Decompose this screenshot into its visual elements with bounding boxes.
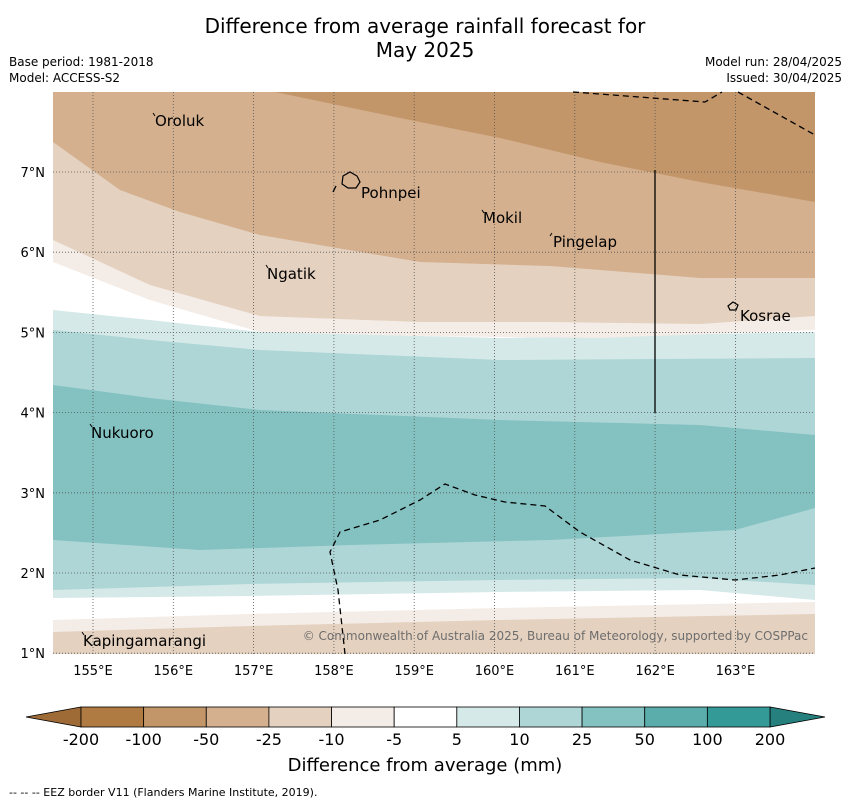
lon-tick-label: 159°E [394, 664, 434, 679]
place-pingelap: Pingelap [553, 233, 617, 251]
colorbar-segment [519, 706, 583, 728]
colorbar-segment [268, 706, 332, 728]
place-kosrae: Kosrae [740, 307, 791, 325]
place-nukuoro: Nukuoro [91, 424, 154, 442]
base-period: Base period: 1981-2018 [9, 55, 154, 69]
colorbar-tick: 50 [635, 730, 655, 749]
lat-tick-label: 7°N [21, 166, 46, 181]
map-title-line1: Difference from average rainfall forecas… [204, 14, 646, 38]
eez-border-north [572, 91, 816, 136]
place-mokil: Mokil [483, 209, 522, 227]
eez-footnote: -- -- -- EEZ border V11 (Flanders Marine… [9, 786, 318, 799]
meta-left: Base period: 1981-2018 Model: ACCESS-S2 [9, 54, 154, 86]
model-run: Model run: 28/04/2025 [704, 55, 842, 69]
colorbar-tick: -100 [125, 730, 161, 749]
lon-tick-label: 162°E [635, 664, 675, 679]
lon-tick-label: 161°E [555, 664, 595, 679]
band-south-minus10 [53, 614, 815, 654]
band-25-50 [53, 385, 815, 550]
lon-tick-label: 156°E [154, 664, 194, 679]
colorbar-tick: 25 [572, 730, 592, 749]
colorbar-tick: -50 [193, 730, 219, 749]
meta-right: Model run: 28/04/2025 Issued: 30/04/2025 [705, 54, 842, 86]
colorbar-segment [706, 706, 771, 728]
colorbar-segment [644, 706, 708, 728]
mokil-marker [481, 209, 485, 214]
place-markers [81, 112, 553, 636]
copyright-notice: © Commonwealth of Australia 2025, Bureau… [303, 629, 808, 643]
colorbar-arrow-left [25, 706, 82, 728]
lon-tick-label: 158°E [314, 664, 354, 679]
map-title-line2: May 2025 [375, 38, 475, 62]
kapingamarangi-marker [81, 631, 85, 636]
nukuoro-marker [89, 423, 93, 428]
rainfall-bands [53, 92, 815, 654]
place-pohnpei: Pohnpei [361, 184, 421, 202]
lat-tick-label: 5°N [21, 326, 46, 341]
colorbar-tick: -10 [318, 730, 344, 749]
colorbar-tick: 100 [692, 730, 723, 749]
model-name: Model: ACCESS-S2 [9, 71, 121, 85]
place-ngatik: Ngatik [267, 265, 316, 283]
colorbar-tick: -5 [386, 730, 402, 749]
colorbar-tick: 200 [755, 730, 786, 749]
place-kapingamarangi: Kapingamarangi [83, 632, 206, 650]
colorbar-segment [205, 706, 270, 728]
colorbar-segment [581, 706, 646, 728]
lon-tick-label: 163°E [716, 664, 756, 679]
colorbar-tick: -200 [63, 730, 99, 749]
pohnpei-island-shape [341, 171, 361, 189]
lon-tick-label: 155°E [73, 664, 113, 679]
colorbar-segment [456, 706, 520, 728]
latitude-labels: 7°N 6°N 5°N 4°N 3°N 2°N 1°N [21, 166, 46, 662]
oroluk-marker [152, 112, 156, 117]
pingelap-marker [549, 232, 553, 237]
colorbar-tick: 5 [452, 730, 462, 749]
colorbar-segment [331, 706, 395, 728]
colorbar-tick-labels: -200 -100 -50 -25 -10 -5 5 10 25 50 100 200 [63, 730, 785, 749]
gridlines [53, 92, 815, 654]
lon-tick-label: 160°E [475, 664, 515, 679]
colorbar-segment [143, 706, 207, 728]
place-oroluk: Oroluk [155, 112, 204, 130]
lat-tick-label: 1°N [21, 647, 46, 662]
colorbar-segment [393, 706, 458, 728]
longitude-labels: 155°E 156°E 157°E 158°E 159°E 160°E 161°E 162°E… [73, 664, 755, 679]
colorbar [25, 706, 826, 728]
colorbar-arrow-right [769, 706, 826, 728]
lat-tick-label: 6°N [21, 246, 46, 261]
ngatik-marker [265, 264, 269, 269]
eez-borders [329, 91, 816, 655]
colorbar-segment [80, 706, 145, 728]
colorbar-tick: 10 [509, 730, 529, 749]
lat-tick-label: 2°N [21, 567, 46, 582]
lat-tick-label: 4°N [21, 407, 46, 422]
kosrae-island-shape [727, 301, 739, 311]
eez-border-south [329, 483, 816, 655]
lon-tick-label: 157°E [234, 664, 274, 679]
colorbar-tick: -25 [256, 730, 282, 749]
colorbar-label: Difference from average (mm) [287, 755, 563, 776]
lat-tick-label: 3°N [21, 487, 46, 502]
band-minus50-minus100 [275, 92, 815, 202]
eez-border-tick [332, 185, 337, 193]
issued-date: Issued: 30/04/2025 [726, 71, 842, 85]
